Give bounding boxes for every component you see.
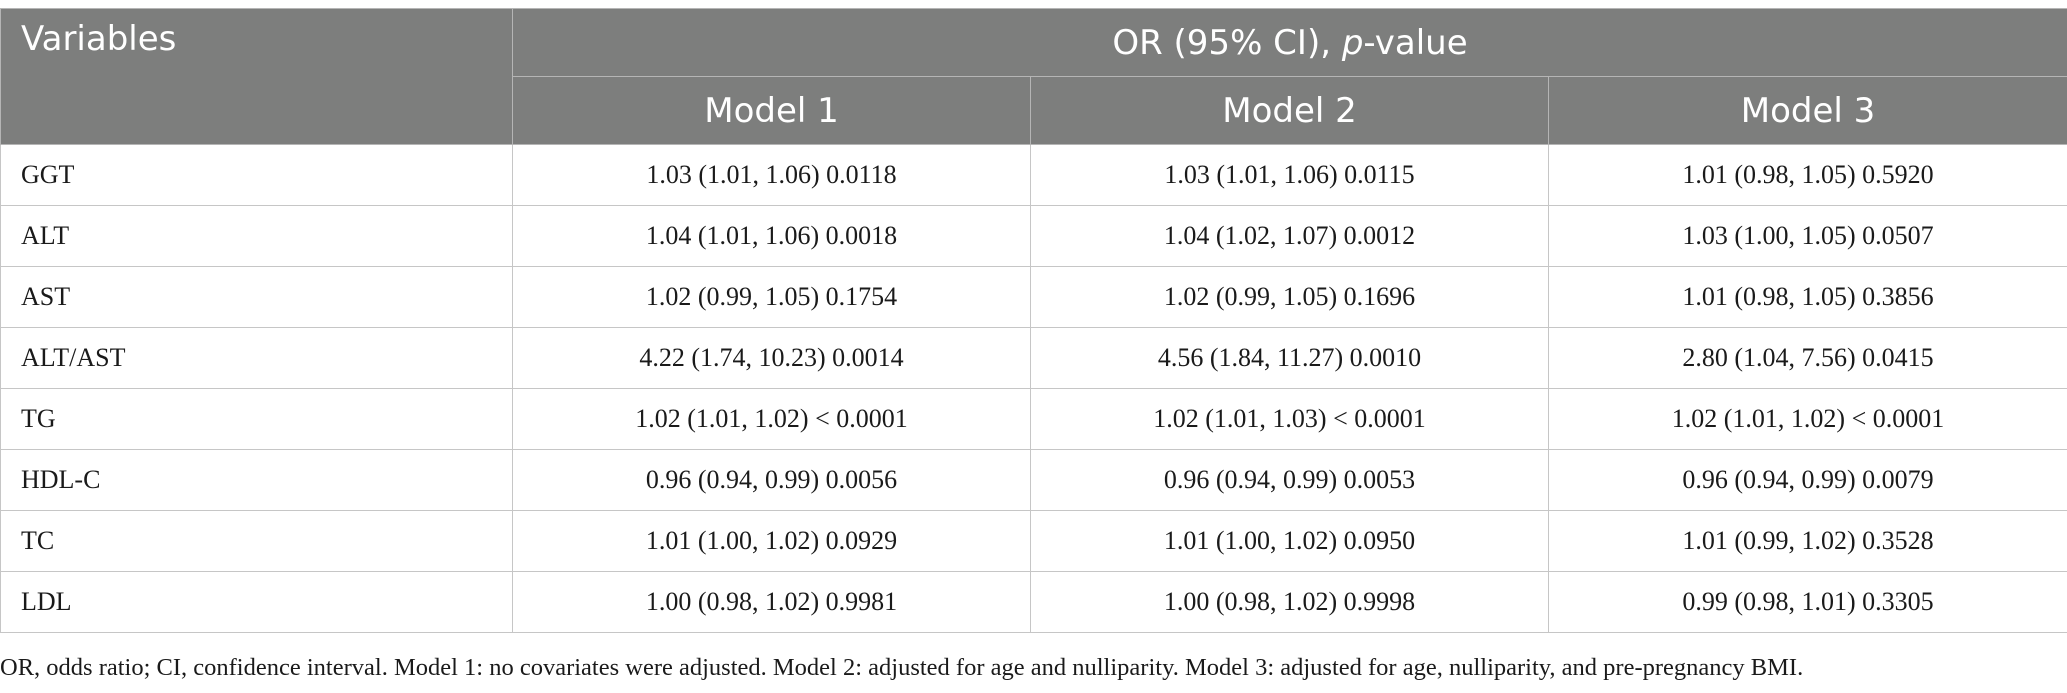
table-row: LDL 1.00 (0.98, 1.02) 0.9981 1.00 (0.98,… xyxy=(0,571,2067,633)
table-row: ALT/AST 4.22 (1.74, 10.23) 0.0014 4.56 (… xyxy=(0,327,2067,389)
table-footnote: OR, odds ratio; CI, confidence interval.… xyxy=(0,654,1804,681)
table-cell: 1.01 (0.99, 1.02) 0.3528 xyxy=(1547,510,2067,572)
table-row: HDL-C 0.96 (0.94, 0.99) 0.0056 0.96 (0.9… xyxy=(0,449,2067,511)
row-label: LDL xyxy=(0,571,513,633)
table-cell: 0.96 (0.94, 0.99) 0.0056 xyxy=(512,449,1031,511)
table-cell: 1.02 (0.99, 1.05) 0.1696 xyxy=(1030,266,1549,328)
table-cell: 1.02 (1.01, 1.02) < 0.0001 xyxy=(1547,388,2067,450)
table-cell: 1.04 (1.01, 1.06) 0.0018 xyxy=(512,205,1031,267)
table-cell: 1.02 (1.01, 1.02) < 0.0001 xyxy=(512,388,1031,450)
variables-header: Variables xyxy=(0,8,513,145)
table-cell: 4.56 (1.84, 11.27) 0.0010 xyxy=(1030,327,1549,389)
table-cell: 4.22 (1.74, 10.23) 0.0014 xyxy=(512,327,1031,389)
table-cell: 1.01 (0.98, 1.05) 0.5920 xyxy=(1547,144,2067,206)
row-label: TG xyxy=(0,388,513,450)
table-cell: 1.03 (1.01, 1.06) 0.0118 xyxy=(512,144,1031,206)
group-header-prefix: OR (95% CI), xyxy=(1112,22,1342,63)
table-cell: 0.96 (0.94, 0.99) 0.0053 xyxy=(1030,449,1549,511)
odds-ratio-table: Variables OR (95% CI), p-value Model 1 M… xyxy=(0,8,2067,633)
table-cell: 1.02 (0.99, 1.05) 0.1754 xyxy=(512,266,1031,328)
results-table-container: Variables OR (95% CI), p-value Model 1 M… xyxy=(0,8,2067,633)
table-cell: 2.80 (1.04, 7.56) 0.0415 xyxy=(1547,327,2067,389)
table-cell: 1.04 (1.02, 1.07) 0.0012 xyxy=(1030,205,1549,267)
table-cell: 1.01 (1.00, 1.02) 0.0950 xyxy=(1030,510,1549,572)
row-label: HDL-C xyxy=(0,449,513,511)
table-cell: 1.01 (0.98, 1.05) 0.3856 xyxy=(1547,266,2067,328)
table-row: GGT 1.03 (1.01, 1.06) 0.0118 1.03 (1.01,… xyxy=(0,144,2067,206)
table-cell: 1.03 (1.00, 1.05) 0.0507 xyxy=(1547,205,2067,267)
table-row: TC 1.01 (1.00, 1.02) 0.0929 1.01 (1.00, … xyxy=(0,510,2067,572)
row-label: TC xyxy=(0,510,513,572)
table-cell: 1.00 (0.98, 1.02) 0.9998 xyxy=(1030,571,1549,633)
row-label: ALT/AST xyxy=(0,327,513,389)
group-header-italic-p: p xyxy=(1341,22,1364,63)
table-cell: 0.99 (0.98, 1.01) 0.3305 xyxy=(1547,571,2067,633)
table-row: AST 1.02 (0.99, 1.05) 0.1754 1.02 (0.99,… xyxy=(0,266,2067,328)
table-cell: 0.96 (0.94, 0.99) 0.0079 xyxy=(1547,449,2067,511)
table-cell: 1.03 (1.01, 1.06) 0.0115 xyxy=(1030,144,1549,206)
or-ci-group-header: OR (95% CI), p-value xyxy=(511,8,2067,77)
row-label: AST xyxy=(0,266,513,328)
model-2-header: Model 2 xyxy=(1030,76,1549,145)
table-row: TG 1.02 (1.01, 1.02) < 0.0001 1.02 (1.01… xyxy=(0,388,2067,450)
group-header-suffix: -value xyxy=(1363,22,1468,63)
row-label: GGT xyxy=(0,144,513,206)
table-cell: 1.02 (1.01, 1.03) < 0.0001 xyxy=(1030,388,1549,450)
table-cell: 1.00 (0.98, 1.02) 0.9981 xyxy=(512,571,1031,633)
model-1-header: Model 1 xyxy=(512,76,1031,145)
table-cell: 1.01 (1.00, 1.02) 0.0929 xyxy=(512,510,1031,572)
table-row: ALT 1.04 (1.01, 1.06) 0.0018 1.04 (1.02,… xyxy=(0,205,2067,267)
row-label: ALT xyxy=(0,205,513,267)
model-3-header: Model 3 xyxy=(1547,76,2067,145)
